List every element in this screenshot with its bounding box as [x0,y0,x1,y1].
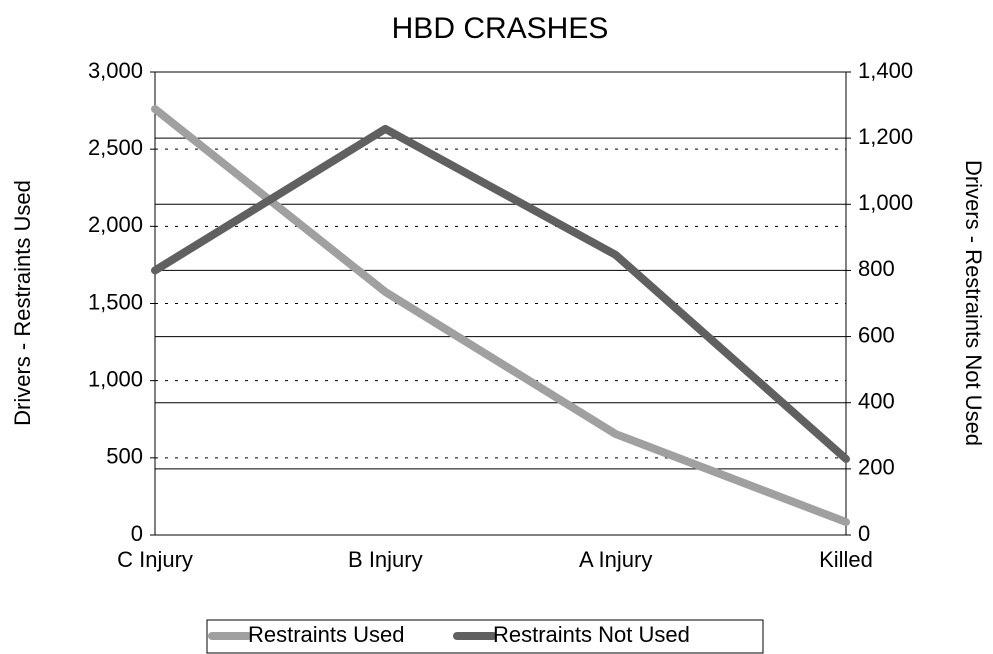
y2-axis-title: Drivers - Restraints Not Used [961,160,986,446]
y-tick-label: 2,000 [88,212,143,237]
y-tick-label: 0 [131,521,143,546]
x-tick-label: A Injury [579,547,652,572]
y-tick-label: 1,000 [88,366,143,391]
y2-tick-label: 1,400 [858,58,913,83]
chart-title: HBD CRASHES [392,12,609,45]
y-tick-label: 2,500 [88,135,143,160]
y2-tick-label: 0 [858,521,870,546]
series-line [151,105,850,527]
x-tick-label: B Injury [348,547,423,572]
y-axis-title: Drivers - Restraints Used [10,180,35,426]
y2-tick-label: 600 [858,322,895,347]
y-tick-label: 1,500 [88,289,143,314]
y2-tick-label: 800 [858,256,895,281]
x-tick-label: Killed [819,547,873,572]
x-tick-label: C Injury [117,547,193,572]
y2-tick-label: 200 [858,455,895,480]
y2-tick-label: 400 [858,389,895,414]
y-tick-label: 3,000 [88,58,143,83]
y2-tick-label: 1,200 [858,124,913,149]
y-tick-label: 500 [106,444,143,469]
legend-label: Restraints Used [248,622,405,647]
grid [155,71,846,536]
series-line [151,124,850,463]
plot-border [154,71,847,536]
legend-label: Restraints Not Used [493,622,690,647]
y2-tick-label: 1,000 [858,190,913,215]
